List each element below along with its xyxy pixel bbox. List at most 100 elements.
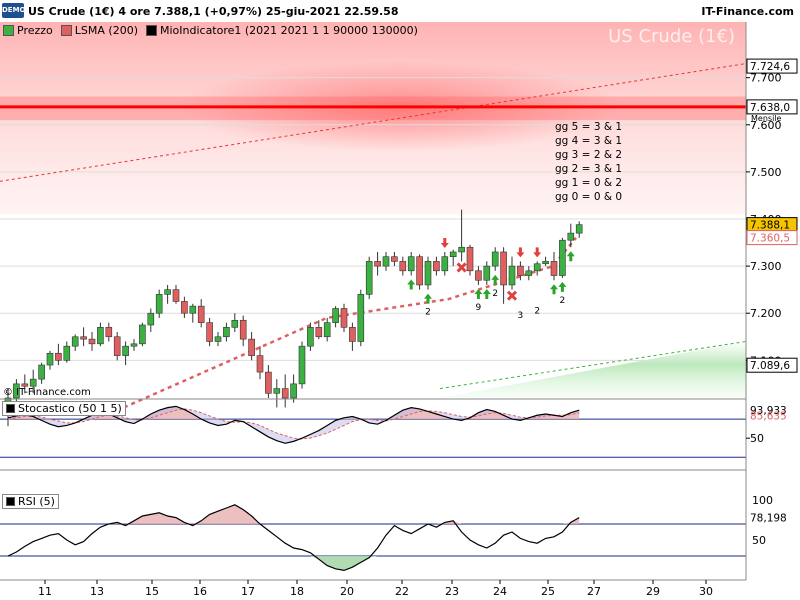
marker-label: 9: [476, 303, 482, 313]
stochastic-label[interactable]: Stocastico (50 1 5): [2, 401, 126, 416]
candle: [273, 379, 281, 408]
candle: [357, 289, 365, 347]
candle: [500, 247, 507, 304]
price-tag-box: [746, 58, 798, 74]
buy-arrow-icon: [550, 284, 558, 295]
candle-body: [147, 312, 155, 326]
price-tag-box: [746, 99, 798, 115]
candle-body: [130, 343, 138, 347]
candle-body: [323, 322, 331, 338]
candle: [214, 332, 222, 347]
candle: [281, 374, 289, 408]
candle: [349, 322, 356, 351]
sell-arrow-icon: [516, 247, 525, 258]
candle-body: [63, 345, 71, 361]
marker-label: 2: [560, 296, 566, 306]
legend-swatch-lsma: [60, 25, 72, 36]
candle: [533, 261, 541, 276]
candle-body: [517, 265, 524, 276]
marker-label: 2: [425, 308, 431, 318]
buy-arrow-icon: [491, 274, 500, 285]
candle: [441, 251, 449, 276]
candle: [223, 322, 230, 342]
candle: [298, 341, 306, 389]
candle-body: [416, 256, 423, 286]
candle: [458, 209, 465, 262]
candle-body: [391, 256, 398, 262]
candle: [29, 369, 37, 394]
candle: [483, 261, 491, 285]
candle-body: [265, 371, 272, 394]
candle-body: [206, 322, 213, 342]
y-tick-label: 7.500: [750, 166, 782, 179]
candle: [542, 256, 549, 267]
candle: [189, 303, 197, 323]
candle: [105, 322, 113, 342]
rsi-overbought-fill: [8, 504, 580, 524]
candle: [71, 334, 79, 351]
legend-item-prezzo[interactable]: Prezzo: [3, 24, 53, 37]
annotation-line: gg 3 = 2 & 2: [555, 149, 622, 161]
candle: [315, 320, 323, 340]
candle: [172, 284, 180, 304]
candle: [416, 254, 423, 290]
candle-body: [71, 336, 79, 347]
price-tag-label: 7.724,6: [750, 61, 790, 73]
stochastic-value-label: 93,933: [750, 405, 787, 417]
candle: [391, 251, 398, 267]
stochastic-signal-line: [7, 408, 580, 440]
price-tag: 7.360,5: [746, 230, 798, 246]
candle-body: [542, 261, 549, 265]
candle: [113, 332, 121, 361]
lsma-line: [123, 237, 577, 409]
candle-body: [525, 270, 533, 276]
candle-body: [223, 327, 230, 338]
stochastic-panel: [0, 405, 746, 471]
price-tag-sublabel: Mensile: [751, 114, 782, 123]
candle-body: [458, 246, 465, 253]
demo-badge: DEMO: [2, 3, 26, 18]
candle: [567, 223, 575, 248]
candle-body: [307, 327, 314, 347]
price-tag: 7.388,1: [746, 217, 798, 233]
candle: [38, 362, 45, 384]
candle: [466, 244, 474, 276]
y-tick-label: 100: [752, 494, 773, 507]
stochastic-swatch: [6, 404, 15, 413]
candle-body: [189, 305, 197, 314]
candle: [307, 322, 314, 351]
candle-body: [88, 338, 96, 345]
candle: [21, 374, 29, 394]
stochastic-band-fill: [8, 406, 580, 444]
price-tag: 7.089,6: [746, 357, 798, 373]
candle-body: [21, 383, 29, 387]
candle: [374, 251, 381, 276]
y-axis-bg: [746, 22, 800, 580]
y-tick-label: 7.200: [750, 307, 782, 320]
candle-body: [559, 239, 566, 276]
candle: [97, 322, 104, 347]
candle: [340, 303, 348, 333]
candle-body: [575, 224, 583, 234]
candle-body: [113, 336, 121, 356]
candle: [382, 251, 390, 271]
candle: [256, 346, 264, 380]
legend-item-indicator[interactable]: MioIndicatore1 (2021 2021 1 1 90000 1300…: [145, 24, 418, 37]
candle-body: [424, 261, 432, 286]
candle: [407, 251, 415, 276]
candle-body: [475, 270, 482, 281]
buy-arrow-icon: [407, 279, 416, 290]
candle: [46, 350, 54, 370]
candle: [290, 374, 297, 403]
annotation-line: gg 4 = 3 & 1: [555, 135, 622, 147]
candle-body: [38, 364, 45, 380]
candle: [80, 327, 87, 347]
legend-item-lsma[interactable]: LSMA (200): [60, 24, 138, 37]
candle: [399, 256, 407, 276]
x-tick-label: 22: [395, 585, 409, 598]
buy-arrow-icon: [566, 251, 575, 262]
rsi-label[interactable]: RSI (5): [2, 494, 59, 509]
